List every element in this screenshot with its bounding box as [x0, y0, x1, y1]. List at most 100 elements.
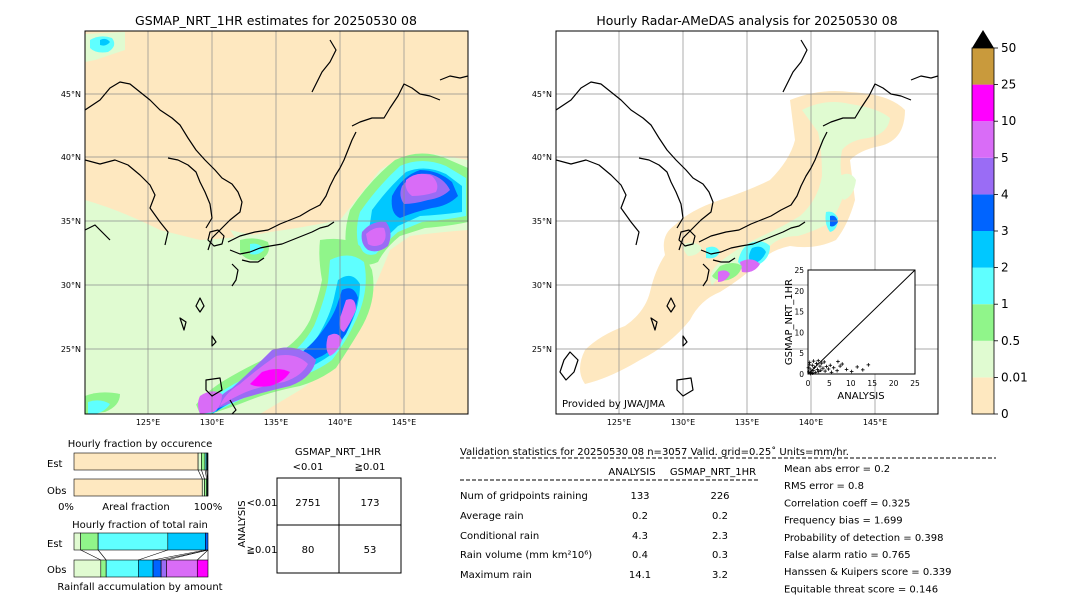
validation-row-gsmap: 2.3 [712, 531, 728, 542]
fraction-segment [201, 452, 206, 471]
occurrence-axis-left: 0% [58, 502, 74, 513]
fraction-segment [204, 478, 207, 497]
lon-tick-label: 140°E [799, 418, 823, 427]
validation-stats: Validation statistics for 20250530 08 n=… [460, 446, 996, 595]
scatter-point [855, 365, 860, 369]
right-lon-ticks: 125°E 130°E 135°E 140°E 145°E [607, 418, 887, 427]
scatter-point [828, 363, 833, 368]
validation-col-analysis: ANALYSIS [608, 467, 655, 478]
colorbar-swatch [972, 157, 994, 195]
lat-tick-label: 35°N [61, 217, 81, 226]
colorbar-swatch [972, 377, 994, 414]
validation-score: Frequency bias = 1.699 [784, 516, 903, 527]
scatter-y-tick: 25 [794, 266, 804, 275]
lon-tick-label: 130°E [200, 418, 224, 427]
validation-row-label: Maximum rain [460, 570, 532, 581]
validation-rows: Num of gridpoints raining 133 226 Average r… [460, 491, 730, 581]
scatter-x-tick: 0 [806, 379, 811, 388]
lat-tick-label: 40°N [61, 153, 81, 162]
scatter-point [824, 364, 829, 369]
scatter-point [816, 358, 821, 363]
left-graticule [85, 31, 468, 414]
contingency-cell-nn: 2751 [295, 498, 320, 509]
contingency-col-label-2: ≧0.01 [355, 462, 386, 473]
validation-score: Hanssen & Kuipers score = 0.339 [784, 567, 951, 578]
scatter-point [838, 364, 842, 368]
left-lon-ticks: 125°E 130°E 135°E 140°E 145°E [136, 418, 416, 427]
scatter-y-ticks: 0 5 10 15 20 25 [794, 266, 804, 379]
fraction-segment [197, 452, 202, 471]
colorbar-label: 0 [1001, 407, 1009, 421]
fraction-segment [201, 478, 205, 497]
scatter-x-ticks: 0 5 10 15 20 25 [806, 379, 920, 388]
colorbar-label: 2 [1001, 261, 1009, 275]
left-map-frame [84, 30, 469, 415]
scatter-point [807, 370, 811, 374]
occurrence-est-label: Est [47, 459, 63, 470]
colorbar-label: 10 [1001, 114, 1016, 128]
colorbar-swatch [972, 84, 994, 122]
scatter-xlabel: ANALYSIS [837, 391, 884, 402]
validation-row-label: Rain volume (mm km²10⁶) [460, 550, 592, 561]
scatter-y-tick: 10 [794, 328, 804, 337]
right-rain-field [580, 91, 905, 384]
fraction-segment [73, 532, 81, 551]
scatter-point [849, 369, 854, 374]
fraction-segment [100, 559, 107, 578]
scatter-point [818, 364, 822, 368]
fraction-segment [73, 478, 203, 497]
fraction-segment [160, 559, 167, 578]
total-rain-est-label: Est [47, 539, 63, 550]
scatter-point [810, 371, 815, 375]
contingency-title: GSMAP_NRT_1HR [295, 447, 381, 458]
lat-tick-label: 40°N [532, 153, 552, 162]
scatter-inset: 0 5 10 15 20 25 0 5 10 15 20 25 ANALYSIS GSMAP_NRT… [784, 266, 920, 402]
fraction-segment [205, 532, 209, 551]
contingency-cell-ny: 173 [360, 498, 379, 509]
scatter-point [835, 368, 839, 373]
scatter-x-tick: 20 [889, 379, 899, 388]
scatter-point [823, 369, 827, 373]
scatter-point [819, 361, 824, 365]
validation-row-label: Conditional rain [460, 531, 539, 542]
scatter-point [807, 363, 812, 367]
colorbar-labels: 0 0.01 0.5 1 2 3 4 5 10 25 50 [994, 41, 1028, 421]
validation-row: Average rain 0.2 0.2 [460, 511, 728, 522]
right-map-title: Hourly Radar-AMeDAS analysis for 2025053… [596, 13, 897, 28]
fraction-segment [207, 452, 209, 471]
validation-score: False alarm ratio = 0.765 [784, 550, 911, 561]
colorbar-swatch [972, 121, 994, 158]
scatter-point [816, 369, 821, 374]
fraction-segment [97, 532, 169, 551]
scatter-y-tick: 15 [794, 308, 804, 317]
scatter-point [813, 370, 818, 375]
total-rain-footer: Rainfall accumulation by amount [57, 582, 222, 593]
occurrence-axis-mid: Areal fraction [102, 502, 169, 513]
validation-row: Rain volume (mm km²10⁶) 0.4 0.3 [460, 550, 728, 561]
contingency-cell-yy: 53 [364, 545, 377, 556]
fraction-segment [166, 559, 198, 578]
validation-score: Correlation coeff = 0.325 [784, 498, 910, 509]
lat-tick-label: 30°N [61, 281, 81, 290]
scatter-point [807, 360, 812, 365]
validation-row-analysis: 133 [630, 491, 649, 502]
scatter-point [811, 359, 816, 363]
scatter-ylabel: GSMAP_NRT_1HR [784, 279, 795, 365]
fraction-segment [138, 559, 154, 578]
fraction-segment [80, 532, 99, 551]
contingency-row-label-1: <0.01 [247, 498, 278, 509]
lat-tick-label: 45°N [61, 90, 81, 99]
colorbar-label: 1 [1001, 297, 1009, 311]
fraction-segment [73, 559, 102, 578]
lat-tick-label: 25°N [61, 345, 81, 354]
occurrence-title: Hourly fraction by occurence [68, 439, 212, 450]
lat-tick-label: 45°N [532, 90, 552, 99]
fraction-segment [167, 532, 206, 551]
right-map-frame [555, 30, 939, 415]
lon-tick-label: 125°E [136, 418, 160, 427]
scatter-x-tick: 5 [827, 379, 832, 388]
scatter-point [808, 371, 813, 376]
right-lat-ticks: 45°N 40°N 35°N 30°N 25°N [532, 90, 552, 354]
scatter-point [821, 366, 825, 370]
